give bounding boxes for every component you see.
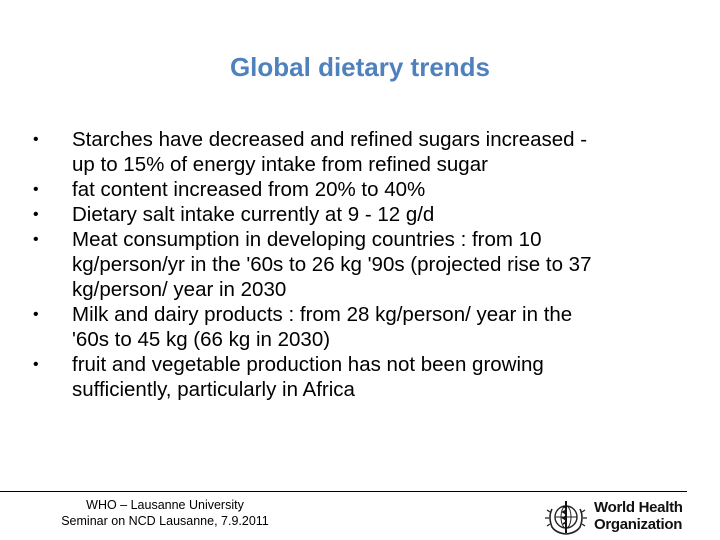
bullet-text-line: Starches have decreased and refined suga… [72,128,588,151]
bullet-text-line: Dietary salt intake currently at 9 - 12 … [72,203,435,226]
bullet-item: • Starches have decreased and refined sug… [33,127,698,177]
footer-line-1: WHO – Lausanne University [86,498,244,512]
bullet-marker: • [33,131,39,148]
bullet-text-line: kg/person/ year in 2030 [72,278,287,301]
bullet-text-line: Meat consumption in developing countries… [72,228,542,251]
footer-text: WHO – Lausanne University Seminar on NCD… [30,497,300,529]
bullet-text-line: fat content increased from 20% to 40% [72,178,426,201]
bullet-item: • Meat consumption in developing countrie… [33,227,698,302]
bullet-item: • fat content increased from 20% to 40% [33,177,698,202]
bullet-marker: • [33,306,39,323]
bullet-text-line: sufficiently, particularly in Africa [72,378,355,401]
bullet-text-line: fruit and vegetable production has not b… [72,353,544,376]
bullet-marker: • [33,181,39,198]
who-wordmark: World Health Organization [594,499,683,533]
who-wordmark-line-1: World Health [594,499,683,516]
who-emblem-icon [545,501,587,535]
footer-line-2: Seminar on NCD Lausanne, 7.9.2011 [61,514,269,528]
bullet-item: • fruit and vegetable production has not … [33,352,698,402]
bullet-list: • Starches have decreased and refined sug… [33,127,698,402]
bullet-item: • Dietary salt intake currently at 9 - 12… [33,202,698,227]
bullet-text-line: kg/person/yr in the '60s to 26 kg '90s (… [72,253,592,276]
bullet-text-line: Milk and dairy products : from 28 kg/per… [72,303,573,326]
bullet-marker: • [33,356,39,373]
who-logo: World Health Organization [544,497,684,537]
bullet-marker: • [33,206,39,223]
bullet-marker: • [33,231,39,248]
bullet-text-line: up to 15% of energy intake from refined … [72,153,488,176]
slide-title: Global dietary trends [229,52,491,82]
who-wordmark-line-2: Organization [594,516,683,533]
bullet-text-line: '60s to 45 kg (66 kg in 2030) [72,328,331,351]
footer-divider [0,491,687,492]
bullet-item: • Milk and dairy products : from 28 kg/pe… [33,302,698,352]
